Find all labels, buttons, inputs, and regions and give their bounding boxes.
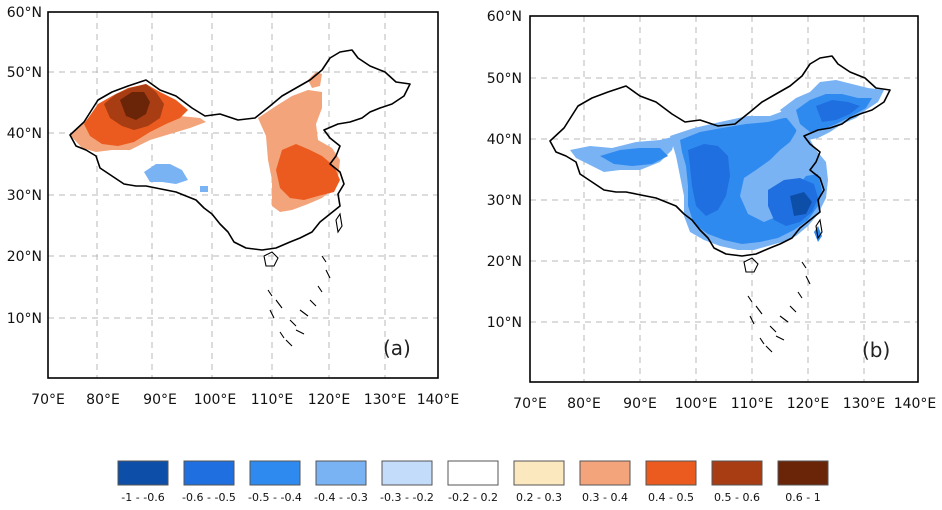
color-legend: -1 - -0.6 -0.6 - -0.5 -0.5 - -0.4 -0.4 - -0… bbox=[117, 460, 829, 504]
panel-a-region-tibet-blue-dot bbox=[200, 186, 208, 192]
panel-b-label: (b) bbox=[862, 338, 890, 362]
lon-label: 120°E bbox=[787, 396, 830, 412]
panel-b-region-northeast-dark bbox=[816, 100, 860, 122]
legend-swatch bbox=[117, 460, 169, 486]
lon-label: 70°E bbox=[31, 392, 65, 408]
lon-label: 130°E bbox=[843, 396, 886, 412]
panel-b-lat-labels: 10°N 20°N 30°N 40°N 50°N 60°N bbox=[487, 9, 522, 331]
lon-label: 90°E bbox=[143, 392, 177, 408]
panel-b-region-taiwan bbox=[814, 226, 822, 242]
legend-label: -0.5 - -0.4 bbox=[248, 491, 302, 504]
lat-label: 10°N bbox=[7, 311, 42, 327]
legend-label: 0.5 - 0.6 bbox=[714, 491, 760, 504]
lon-label: 80°E bbox=[86, 392, 120, 408]
panel-b-lon-labels: 70°E 80°E 90°E 100°E 110°E 120°E 130°E 1… bbox=[513, 396, 936, 412]
panel-a-gridlines bbox=[48, 12, 438, 378]
legend-swatch bbox=[645, 460, 697, 486]
panel-b-anomaly-fields bbox=[570, 80, 884, 250]
legend-swatch bbox=[315, 460, 367, 486]
panel-b: 10°N 20°N 30°N 40°N 50°N 60°N 70°E 80°E … bbox=[487, 9, 937, 412]
lat-label: 40°N bbox=[487, 132, 522, 148]
lon-label: 120°E bbox=[308, 392, 351, 408]
legend-label: -0.6 - -0.5 bbox=[182, 491, 236, 504]
panel-a-frame bbox=[47, 11, 439, 379]
legend-label: 0.3 - 0.4 bbox=[582, 491, 628, 504]
panel-a: 10°N 20°N 30°N 40°N 50°N 60°N 70°E 80°E … bbox=[7, 5, 460, 408]
panel-a-label: (a) bbox=[383, 336, 411, 360]
lon-label: 70°E bbox=[513, 396, 547, 412]
legend-label: 0.4 - 0.5 bbox=[648, 491, 694, 504]
legend-swatch bbox=[381, 460, 433, 486]
lon-label: 90°E bbox=[623, 396, 657, 412]
lon-label: 80°E bbox=[567, 396, 601, 412]
panel-a-region-north-east-strip bbox=[308, 72, 322, 88]
legend-label: -0.4 - -0.3 bbox=[314, 491, 368, 504]
lon-label: 140°E bbox=[894, 396, 937, 412]
panel-a-anomaly-fields bbox=[70, 72, 340, 212]
legend-swatch bbox=[183, 460, 235, 486]
panel-a-region-tibet-blue bbox=[144, 164, 188, 184]
panel-a-lon-labels: 70°E 80°E 90°E 100°E 110°E 120°E 130°E 1… bbox=[31, 392, 459, 408]
panel-b-region-central-dark bbox=[688, 144, 730, 216]
panel-b-islands bbox=[743, 218, 823, 353]
legend-label: -0.2 - 0.2 bbox=[448, 491, 498, 504]
legend-swatch bbox=[777, 460, 829, 486]
panel-a-region-xinjiang-core bbox=[120, 92, 150, 120]
lat-label: 50°N bbox=[7, 65, 42, 81]
panel-b-region-west-strip bbox=[600, 148, 668, 166]
legend-swatch bbox=[249, 460, 301, 486]
lat-label: 30°N bbox=[487, 193, 522, 209]
panel-a-lat-labels: 10°N 20°N 30°N 40°N 50°N 60°N bbox=[7, 5, 42, 327]
lat-label: 60°N bbox=[7, 5, 42, 21]
lon-label: 110°E bbox=[731, 396, 774, 412]
legend-swatch bbox=[447, 460, 499, 486]
lon-label: 100°E bbox=[194, 392, 237, 408]
panel-a-islands bbox=[263, 212, 343, 347]
lon-label: 130°E bbox=[364, 392, 407, 408]
lat-label: 60°N bbox=[487, 9, 522, 25]
legend-label: -1 - -0.6 bbox=[121, 491, 164, 504]
legend-swatch bbox=[711, 460, 763, 486]
lon-label: 100°E bbox=[675, 396, 718, 412]
lon-label: 110°E bbox=[251, 392, 294, 408]
lat-label: 50°N bbox=[487, 71, 522, 87]
lat-label: 10°N bbox=[487, 315, 522, 331]
panel-b-frame bbox=[529, 15, 919, 383]
lat-label: 40°N bbox=[7, 126, 42, 142]
legend-label: 0.2 - 0.3 bbox=[516, 491, 562, 504]
legend-label: 0.6 - 1 bbox=[785, 491, 820, 504]
legend-swatch bbox=[579, 460, 631, 486]
lat-label: 30°N bbox=[7, 188, 42, 204]
panel-b-region-southeast-core bbox=[790, 192, 812, 216]
lon-label: 140°E bbox=[417, 392, 460, 408]
legend-label: -0.3 - -0.2 bbox=[380, 491, 434, 504]
lat-label: 20°N bbox=[487, 254, 522, 270]
lat-label: 20°N bbox=[7, 249, 42, 265]
legend-swatch bbox=[513, 460, 565, 486]
panel-a-region-central-mid bbox=[276, 144, 340, 200]
